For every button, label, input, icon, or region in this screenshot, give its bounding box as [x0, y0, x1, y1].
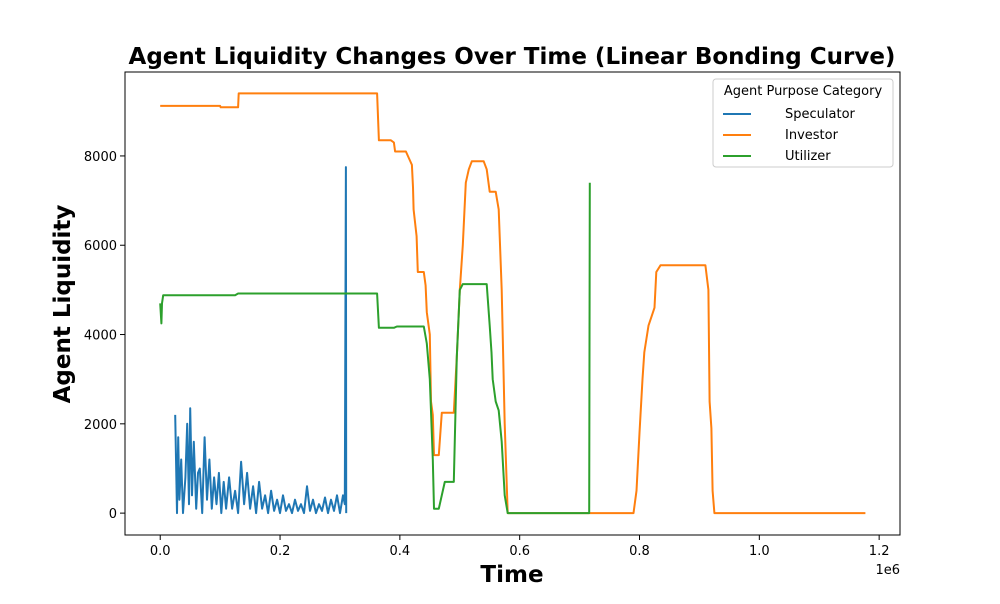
x-tick-label: 0.8	[629, 544, 650, 559]
legend-title: Agent Purpose Category	[724, 84, 883, 99]
y-tick-label: 6000	[84, 239, 117, 254]
x-tick-label: 0.2	[270, 544, 291, 559]
x-axis-label: Time	[480, 562, 543, 588]
chart-title: Agent Liquidity Changes Over Time (Linea…	[129, 44, 896, 70]
y-axis-label: Agent Liquidity	[50, 205, 76, 404]
y-tick-label: 4000	[84, 329, 117, 344]
plot-frame	[124, 71, 901, 536]
x-tick-label: 0.4	[390, 544, 411, 559]
x-tick-label: 1.2	[869, 544, 890, 559]
series-line	[160, 92, 866, 515]
legend-label: Investor	[785, 128, 839, 143]
x-tick-label: 0.6	[509, 544, 530, 559]
y-tick-label: 0	[109, 507, 117, 522]
y-tick-label: 8000	[84, 150, 117, 165]
x-tick-label: 0.0	[150, 544, 171, 559]
legend-box	[712, 78, 894, 168]
legend-label: Speculator	[785, 107, 856, 122]
x-tick-label: 1.0	[749, 544, 770, 559]
y-tick-label: 2000	[84, 418, 117, 433]
series-line	[159, 182, 591, 515]
legend-label: Utilizer	[785, 149, 831, 164]
x-offset-label: 1e6	[875, 563, 900, 578]
series-line	[174, 166, 348, 515]
